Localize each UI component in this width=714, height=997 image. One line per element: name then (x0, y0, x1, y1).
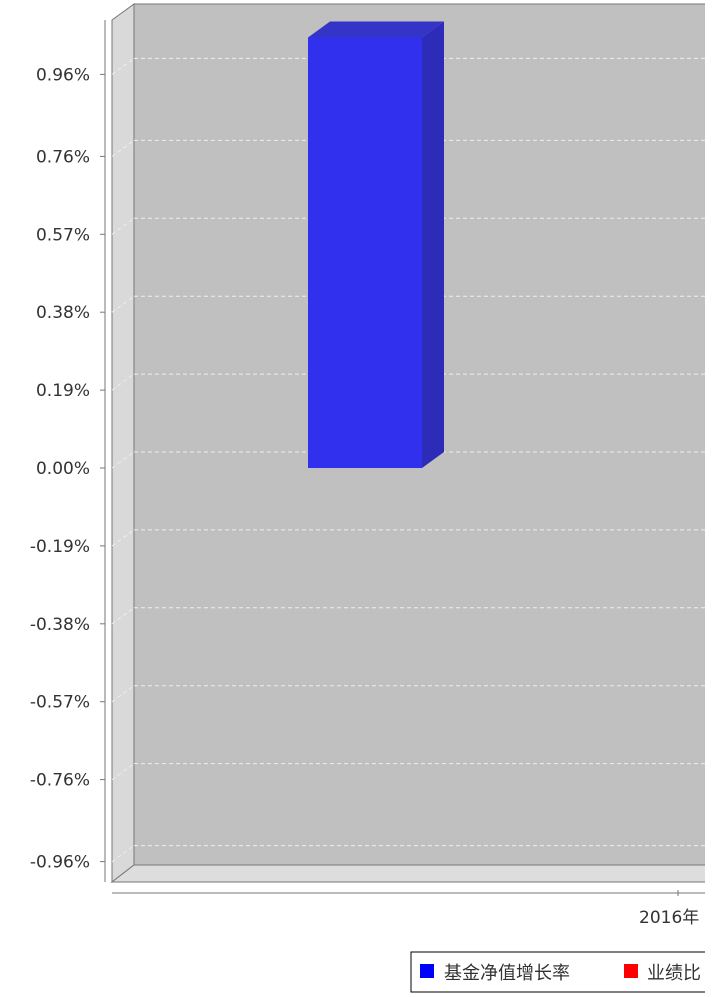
legend-label-series-2: 业绩比 (647, 963, 701, 984)
grid-line-side (111, 451, 135, 469)
y-tick-label: -0.19% (30, 537, 90, 557)
grid-line-side (111, 529, 135, 547)
grid-line-side (111, 295, 135, 313)
grid-line-side (111, 57, 135, 75)
y-tick-label: -0.38% (30, 615, 90, 635)
bar-series-1-2016-side (422, 21, 444, 468)
grid-line-side (111, 685, 135, 703)
y-tick-label: -0.96% (30, 853, 90, 873)
grid-line-side (111, 139, 135, 157)
grid-line-side (111, 763, 135, 781)
side-wall (111, 3, 135, 884)
y-tick-label: 0.19% (36, 381, 90, 401)
floor (110, 864, 705, 883)
y-tick-label: -0.76% (30, 771, 90, 791)
y-axis-ticks: 0.96% 0.76% 0.57% 0.38% 0.19% 0.00% -0.19% -0.3… (30, 65, 105, 873)
legend-box (410, 951, 705, 993)
x-tick-label: 2016年 (639, 908, 699, 928)
y-tick-label: -0.57% (30, 693, 90, 713)
legend: 基金净值增长率 业绩比 (410, 951, 705, 993)
y-tick-label: 0.00% (36, 459, 90, 479)
y-tick-label: 0.76% (36, 147, 90, 167)
grid-line-side (111, 373, 135, 391)
bar-series-1-2016 (308, 37, 422, 468)
legend-label-series-1: 基金净值增长率 (444, 963, 570, 984)
legend-swatch-series-1 (420, 964, 434, 978)
y-tick-label: 0.96% (36, 65, 90, 85)
y-tick-label: 0.38% (36, 303, 90, 323)
grid-line-side (111, 607, 135, 625)
legend-swatch-series-2 (624, 964, 638, 978)
bars (308, 21, 444, 468)
grid-line-side (111, 845, 135, 863)
grid-line-side (111, 217, 135, 235)
bar-series-1-2016-top (308, 21, 444, 38)
y-tick-label: 0.57% (36, 225, 90, 245)
